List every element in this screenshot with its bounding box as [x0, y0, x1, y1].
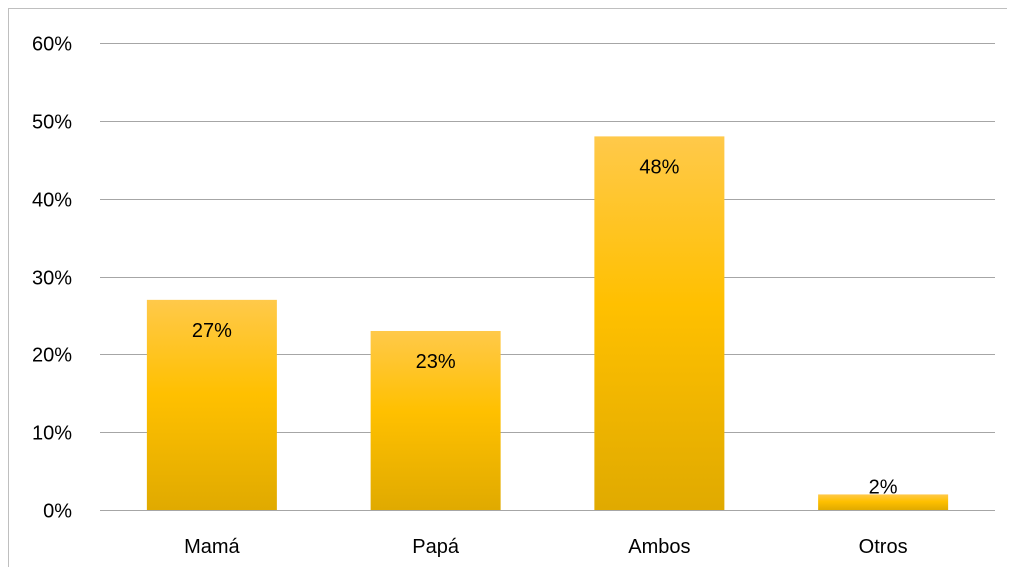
y-tick-label: 50%: [32, 112, 72, 134]
y-tick-label: 60%: [32, 34, 72, 56]
bar-ambos: [594, 136, 725, 510]
x-axis-category-labels: Mamá Papá Ambos Otros: [184, 536, 907, 558]
chart-frame: [8, 8, 1007, 567]
bar-papá: [370, 330, 501, 510]
y-tick-label: 40%: [32, 190, 72, 212]
y-tick-label: 20%: [32, 345, 72, 367]
y-tick-label: 10%: [32, 423, 72, 445]
data-labels: 27% 23% 48% 2%: [192, 156, 898, 498]
bars: [146, 136, 949, 510]
y-tick-label: 0%: [43, 501, 72, 523]
data-label: 23%: [416, 351, 456, 373]
bar-mamá: [146, 299, 277, 510]
category-label: Mamá: [184, 536, 240, 558]
category-label: Otros: [859, 536, 908, 558]
data-label: 48%: [639, 156, 679, 178]
data-label: 27%: [192, 320, 232, 342]
category-label: Ambos: [628, 536, 690, 558]
data-label: 2%: [869, 476, 898, 498]
bar-otros: [818, 494, 949, 510]
category-label: Papá: [412, 536, 460, 558]
gridlines: [100, 43, 995, 511]
y-axis-tick-labels: 0% 10% 20% 30% 40% 50% 60%: [32, 34, 72, 523]
y-tick-label: 30%: [32, 268, 72, 290]
